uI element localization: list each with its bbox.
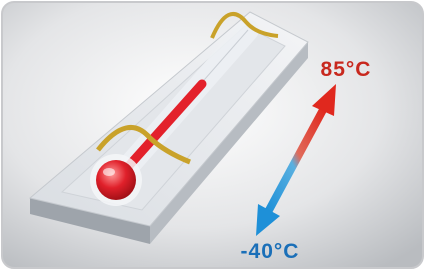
page: 85°C -40°C (() => { const data = JSON.pa… [0,0,425,270]
bulb-highlight [103,168,115,176]
bulb [96,160,136,200]
low-temp-label: -40°C [241,240,300,263]
high-temp-label: 85°C [321,58,372,81]
illustration: 85°C -40°C [0,0,425,270]
